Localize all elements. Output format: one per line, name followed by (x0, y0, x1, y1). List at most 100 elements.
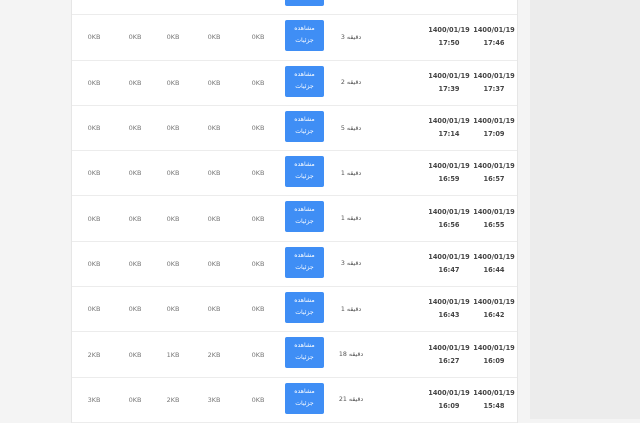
duration-cell: 5 دقیقه (340, 124, 362, 132)
size-cell: 0KB (207, 78, 221, 87)
start-time: 16:57 (483, 175, 505, 184)
size-cell: 0KB (251, 305, 265, 314)
end-date: 1400/01/19 (428, 343, 470, 352)
button-label: مشاهده (294, 115, 315, 123)
sessions-table: مشاهدهجزئیات1400/01/1917:571400/01/1917:… (71, 0, 518, 423)
start-time: 16:55 (483, 220, 505, 229)
table-row: 0KB 0KB 0KB 0KB 0KB مشاهده جزئیات 3 دقیقه 1400/0… (72, 15, 517, 61)
end-date: 1400/01/19 (428, 162, 470, 171)
size-cell (153, 0, 193, 14)
start-date-cell: 1400/01/19 16:44 (472, 242, 516, 286)
duration-cell: 3 دقیقه (340, 260, 362, 268)
end-date-cell: 1400/01/19 16:43 (427, 287, 471, 331)
start-date: 1400/01/19 (473, 388, 515, 397)
end-time: 17:14 (438, 130, 460, 139)
table-row: 0KB 0KB 0KB 0KB 0KB مشاهده جزئیات 1 دقیقه 1400/0… (72, 151, 517, 197)
end-date: 1400/01/19 (428, 26, 470, 35)
start-date: 1400/01/19 (473, 26, 515, 35)
size-cell: 0KB (251, 395, 265, 404)
end-date-cell: 1400/01/19 16:27 (427, 332, 471, 376)
button-label: جزئیات (295, 399, 314, 407)
side-panel (530, 0, 640, 419)
end-time: 17:57 (439, 0, 460, 5)
end-time: 16:59 (438, 175, 460, 184)
size-cell: 0KB (128, 78, 142, 87)
size-cell: 0KB (128, 169, 142, 178)
size-cell: 0KB (166, 169, 180, 178)
size-cell: 0KB (207, 169, 221, 178)
start-date-cell: 1400/01/19 17:09 (472, 106, 516, 150)
size-cell: 0KB (207, 124, 221, 133)
size-cell: 3KB (207, 395, 221, 404)
button-label: جزئیات (295, 127, 314, 135)
size-cell: 0KB (166, 214, 180, 223)
button-label: جزئیات (295, 173, 314, 181)
end-time: 16:56 (438, 220, 460, 229)
button-label: مشاهده (294, 251, 315, 259)
table-row: 3KB 0KB 2KB 3KB 0KB مشاهده جزئیات 21 دقیقه 1400/… (72, 378, 517, 423)
start-date-cell: 1400/01/19 16:42 (472, 287, 516, 331)
start-time: 15:48 (483, 401, 505, 410)
start-date-cell: 1400/01/19 17:37 (472, 61, 516, 105)
size-cell: 0KB (166, 124, 180, 133)
size-cell: 0KB (207, 33, 221, 42)
end-date: 1400/01/19 (428, 71, 470, 80)
button-label: جزئیات (295, 37, 314, 45)
button-label: مشاهده (294, 25, 315, 33)
size-cell: 0KB (251, 169, 265, 178)
duration-cell: 3 دقیقه (340, 33, 362, 41)
button-label: مشاهده (294, 70, 315, 78)
start-time: 17:09 (483, 130, 505, 139)
end-date-cell: 1400/01/19 16:09 (427, 378, 471, 422)
start-date: 1400/01/19 (473, 298, 515, 307)
duration-cell: 1 دقیقه (340, 169, 362, 177)
size-cell: 0KB (128, 33, 142, 42)
size-cell (74, 0, 114, 14)
end-date: 1400/01/19 (428, 117, 470, 126)
size-cell: 0KB (128, 259, 142, 268)
size-cell: 0KB (251, 78, 265, 87)
end-date-cell: 1400/01/19 17:39 (427, 61, 471, 105)
end-date-cell: 1400/01/19 16:59 (427, 151, 471, 195)
view-details-button[interactable]: مشاهده جزئیات (285, 110, 324, 142)
view-details-button[interactable]: مشاهده جزئیات (285, 20, 324, 52)
size-cell: 0KB (87, 305, 101, 314)
end-time: 17:39 (438, 84, 460, 93)
start-time: 16:44 (483, 265, 505, 274)
start-date-cell: 1400/01/19 16:09 (472, 332, 516, 376)
button-label: مشاهده (294, 342, 315, 350)
size-cell: 0KB (87, 259, 101, 268)
view-details-button[interactable]: مشاهده جزئیات (285, 382, 324, 414)
button-label: مشاهده (294, 387, 315, 395)
size-cell: 0KB (87, 124, 101, 133)
size-cell (194, 0, 234, 14)
start-date-cell: 1400/01/19 17:46 (472, 15, 516, 59)
start-date-cell: 1400/01/19 16:55 (472, 196, 516, 240)
table-row: 0KB 0KB 0KB 0KB 0KB مشاهده جزئیات 2 دقیقه 1400/0… (72, 61, 517, 106)
table-row: 2KB 0KB 1KB 2KB 0KB مشاهده جزئیات 18 دقیقه 1400/… (72, 332, 517, 378)
duration-cell: 18 دقیقه (338, 351, 364, 359)
end-date-cell: 1400/01/19 16:47 (427, 242, 471, 286)
end-date: 1400/01/19 (428, 207, 470, 216)
start-date-cell: 1400/01/19 16:57 (472, 151, 516, 195)
size-cell: 2KB (207, 350, 221, 359)
size-cell: 0KB (251, 33, 265, 42)
duration-cell: 1 دقیقه (340, 215, 362, 223)
button-label: جزئیات (295, 309, 314, 317)
size-cell: 0KB (87, 169, 101, 178)
end-date: 1400/01/19 (428, 252, 470, 261)
size-cell: 0KB (207, 305, 221, 314)
size-cell: 0KB (251, 350, 265, 359)
size-cell: 0KB (166, 259, 180, 268)
end-date: 1400/01/19 (428, 298, 470, 307)
duration-cell (334, 0, 368, 14)
